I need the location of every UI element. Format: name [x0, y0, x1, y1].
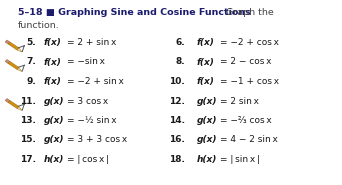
Text: = −2 + sin x: = −2 + sin x	[67, 77, 124, 86]
Text: f(x): f(x)	[44, 38, 62, 47]
Text: f(x): f(x)	[197, 58, 215, 66]
Text: 6.: 6.	[175, 38, 185, 47]
Text: 11.: 11.	[20, 97, 36, 105]
Polygon shape	[8, 42, 19, 50]
Text: 15.: 15.	[20, 135, 36, 144]
Text: h(x): h(x)	[197, 155, 218, 164]
Text: f(x): f(x)	[44, 58, 62, 66]
Text: = 2 − cos x: = 2 − cos x	[220, 58, 272, 66]
Text: 12.: 12.	[169, 97, 185, 105]
Text: = −½ sin x: = −½ sin x	[67, 116, 117, 125]
Polygon shape	[5, 98, 10, 102]
Text: 14.: 14.	[169, 116, 185, 125]
Text: 8.: 8.	[175, 58, 185, 66]
Text: = −⅔ cos x: = −⅔ cos x	[220, 116, 272, 125]
Text: g(x): g(x)	[197, 97, 218, 105]
Text: Graph the: Graph the	[226, 8, 274, 17]
Text: 18.: 18.	[169, 155, 185, 164]
Polygon shape	[8, 100, 19, 108]
Text: f(x): f(x)	[197, 77, 215, 86]
Text: = 2 sin x: = 2 sin x	[220, 97, 259, 105]
Text: g(x): g(x)	[44, 135, 65, 144]
Polygon shape	[8, 61, 19, 70]
Text: 17.: 17.	[20, 155, 36, 164]
Text: = | sin x |: = | sin x |	[220, 155, 260, 164]
Text: 5–18 ■ Graphing Sine and Cosine Functions: 5–18 ■ Graphing Sine and Cosine Function…	[18, 8, 251, 17]
Text: 16.: 16.	[169, 135, 185, 144]
Text: f(x): f(x)	[197, 38, 215, 47]
Text: = 2 + sin x: = 2 + sin x	[67, 38, 116, 47]
Text: = −2 + cos x: = −2 + cos x	[220, 38, 279, 47]
Text: = 4 − 2 sin x: = 4 − 2 sin x	[220, 135, 278, 144]
Polygon shape	[17, 48, 22, 52]
Text: 10.: 10.	[169, 77, 185, 86]
Polygon shape	[17, 107, 22, 110]
Text: = −1 + cos x: = −1 + cos x	[220, 77, 279, 86]
Text: function.: function.	[18, 21, 60, 30]
Text: 9.: 9.	[26, 77, 36, 86]
Text: f(x): f(x)	[44, 77, 62, 86]
Text: 5.: 5.	[26, 38, 36, 47]
Text: h(x): h(x)	[44, 155, 64, 164]
Text: = 3 cos x: = 3 cos x	[67, 97, 108, 105]
Text: 7.: 7.	[26, 58, 36, 66]
Text: = −sin x: = −sin x	[67, 58, 105, 66]
Polygon shape	[5, 60, 10, 63]
Text: = 3 + 3 cos x: = 3 + 3 cos x	[67, 135, 127, 144]
Text: g(x): g(x)	[197, 135, 218, 144]
Text: g(x): g(x)	[197, 116, 218, 125]
Text: g(x): g(x)	[44, 116, 65, 125]
Text: = | cos x |: = | cos x |	[67, 155, 109, 164]
Polygon shape	[17, 68, 22, 71]
Text: g(x): g(x)	[44, 97, 65, 105]
Polygon shape	[5, 40, 10, 44]
Text: 13.: 13.	[20, 116, 36, 125]
